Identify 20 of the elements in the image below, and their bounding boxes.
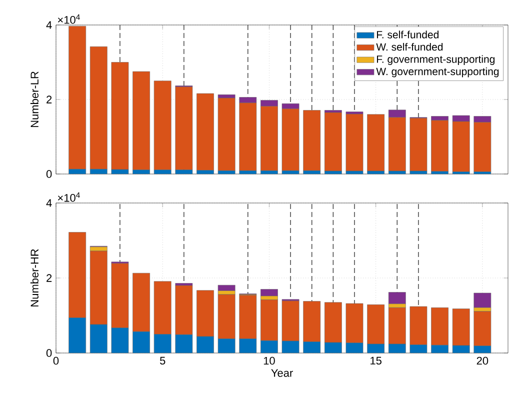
legend-label: F. self-funded xyxy=(377,30,438,38)
y-axis-title: Number-HR xyxy=(30,249,38,306)
x-tick-label: 20 xyxy=(476,356,488,365)
x-tick-label: 10 xyxy=(264,356,275,365)
legend-label: F. government-supporting xyxy=(377,55,495,65)
text: ×10$^{4}$ xyxy=(58,14,80,24)
y-tick-label: 4 xyxy=(46,21,52,29)
y-tick-label: 4 xyxy=(46,199,52,207)
y-axis-title: Number-LR xyxy=(30,72,38,128)
y-tick-label: 2 xyxy=(46,274,52,282)
legend-label: W. government-supporting xyxy=(376,67,499,78)
x-tick-label: 15 xyxy=(370,356,382,365)
text: ×10$^{4}$ xyxy=(58,192,80,202)
x-tick-label: 0 xyxy=(53,356,59,365)
x-axis-title: Year xyxy=(271,369,293,377)
legend-label: W. self-funded xyxy=(376,42,443,51)
y-tick-label: 0 xyxy=(46,349,52,357)
y-tick-label: 2 xyxy=(46,96,52,104)
y-tick-label: 0 xyxy=(46,170,52,178)
x-tick-label: 5 xyxy=(160,356,166,365)
